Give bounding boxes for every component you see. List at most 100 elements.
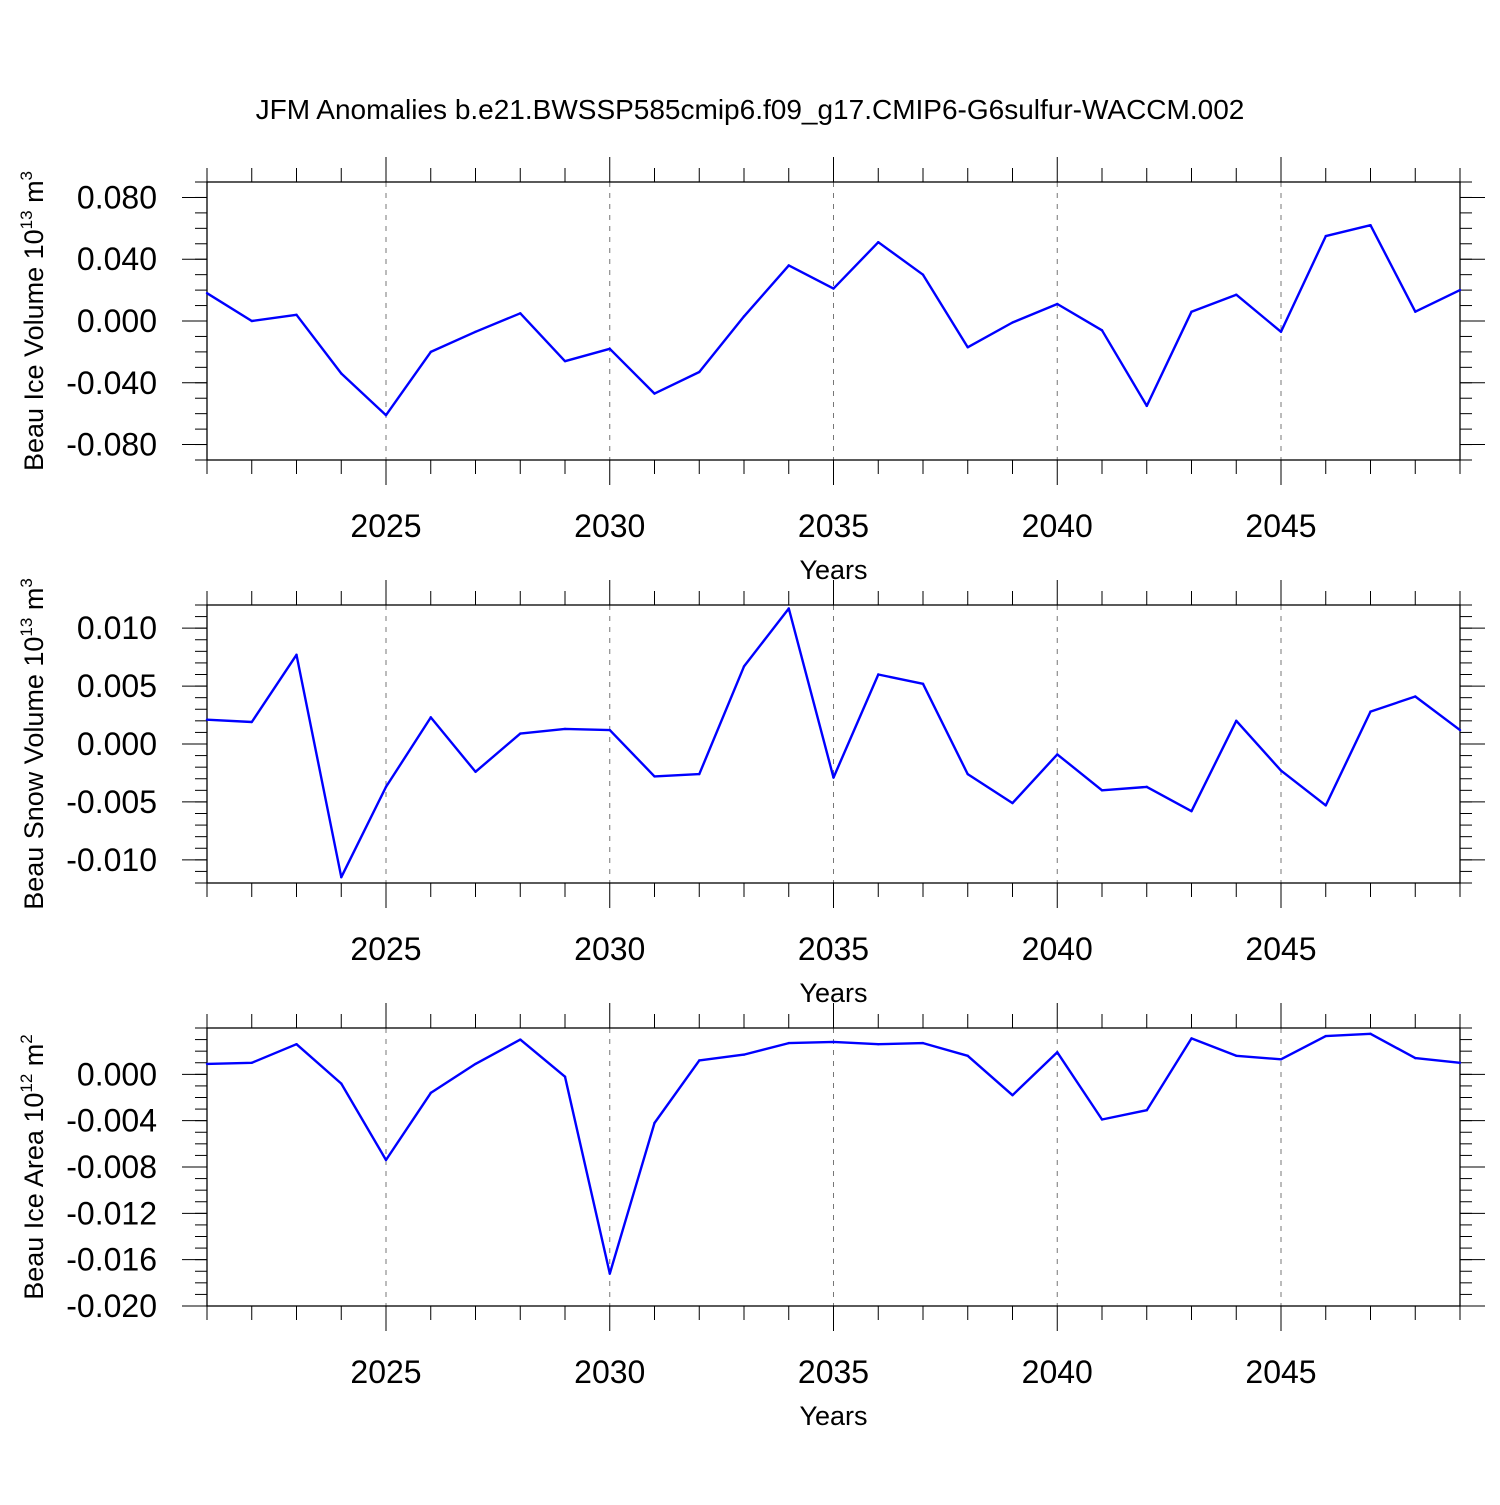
data-point: [563, 1075, 567, 1078]
x-tick-label: 2030: [574, 1354, 645, 1390]
y-tick-label: 0.000: [77, 1056, 157, 1092]
y-tick-label: -0.005: [66, 784, 157, 820]
data-point: [340, 876, 343, 879]
data-point: [1279, 1058, 1283, 1061]
data-point: [1011, 321, 1014, 324]
data-point: [384, 414, 388, 417]
data-point: [1235, 293, 1238, 296]
data-point: [1458, 728, 1462, 732]
data-point: [921, 682, 925, 685]
plot-frame: [206, 1027, 1461, 1307]
y-axis-title: Beau Snow Volume 1013 m3: [17, 578, 49, 910]
data-point: [429, 716, 432, 719]
data-point: [742, 315, 746, 318]
data-point: [1145, 1109, 1148, 1112]
x-tick-label: 2045: [1245, 508, 1316, 544]
data-point: [1324, 804, 1327, 807]
x-tick-label: 2040: [1022, 931, 1093, 967]
data-point: [966, 1054, 969, 1058]
x-tick-label: 2035: [798, 1354, 869, 1390]
chart-panel-3: -0.020 -0.016 -0.012 -0.008 -0.004 0.000 2025 2…: [17, 1003, 1485, 1431]
data-point: [384, 785, 388, 789]
data-point: [1369, 224, 1372, 227]
chart-panel-1: -0.080 -0.040 0.000 0.040 0.080 2025 2030 2035 2…: [17, 157, 1485, 585]
y-tick-label: -0.012: [66, 1195, 157, 1231]
data-point: [1190, 809, 1193, 813]
chart-panel-2: -0.010 -0.005 0.000 0.005 0.010 2025 2030 2035 2…: [17, 578, 1485, 1008]
data-point: [698, 772, 701, 776]
data-point: [608, 347, 611, 350]
data-point: [966, 772, 969, 776]
data-point: [787, 264, 790, 267]
data-point: [474, 330, 477, 334]
data-point: [295, 1043, 298, 1046]
x-tick-label: 2025: [350, 1354, 421, 1390]
x-tick-label: 2040: [1022, 1354, 1093, 1390]
data-point: [787, 607, 790, 610]
data-point: [474, 770, 477, 773]
data-point: [1369, 1032, 1372, 1035]
data-point: [1056, 753, 1059, 756]
series-line: [206, 223, 1461, 417]
data-point: [832, 287, 835, 290]
data-point: [608, 728, 611, 732]
data-point: [1369, 710, 1372, 713]
data-point: [1235, 1054, 1238, 1058]
y-tick-label: 0.080: [77, 179, 157, 215]
data-point: [519, 312, 522, 315]
data-point: [1145, 785, 1148, 789]
data-point: [653, 775, 656, 778]
plot-frame: [206, 181, 1461, 461]
data-point: [742, 665, 746, 668]
data-point: [295, 653, 298, 657]
data-point: [1414, 695, 1417, 698]
data-point: [1235, 719, 1238, 723]
data-point: [429, 350, 432, 354]
data-point: [1145, 404, 1148, 408]
data-point: [250, 720, 253, 724]
y-tick-label: -0.008: [66, 1149, 157, 1185]
data-point: [474, 1062, 477, 1066]
data-point: [1458, 288, 1462, 292]
chart-title: JFM Anomalies b.e21.BWSSP585cmip6.f09_g1…: [256, 94, 1245, 125]
data-point: [832, 776, 835, 779]
data-point: [698, 370, 701, 374]
y-tick-label: 0.010: [77, 610, 157, 646]
data-point: [877, 1043, 880, 1046]
data-point: [340, 1082, 343, 1085]
data-point: [1100, 329, 1104, 332]
data-point: [1011, 1093, 1014, 1097]
data-point: [1011, 801, 1014, 805]
y-tick-label: 0.040: [77, 241, 157, 277]
data-point: [1414, 310, 1417, 313]
x-tick-label: 2035: [798, 508, 869, 544]
data-point: [250, 319, 253, 323]
x-tick-label: 2035: [798, 931, 869, 967]
data-point: [250, 1061, 253, 1064]
data-point: [384, 1158, 388, 1162]
data-point: [653, 392, 656, 395]
y-tick-label: -0.040: [66, 365, 157, 401]
data-point: [295, 313, 298, 317]
x-tick-label: 2030: [574, 931, 645, 967]
y-axis-title: Beau Ice Area 1012 m2: [17, 1034, 49, 1300]
x-tick-label: 2025: [350, 931, 421, 967]
y-tick-label: -0.016: [66, 1242, 157, 1278]
y-tick-label: -0.020: [66, 1288, 157, 1324]
data-point: [608, 1272, 611, 1275]
x-axis-title: Years: [799, 1401, 867, 1431]
data-point: [1324, 1034, 1327, 1038]
data-point: [205, 718, 209, 721]
data-point: [742, 1053, 746, 1056]
x-tick-label: 2025: [350, 508, 421, 544]
data-point: [563, 359, 567, 363]
data-point: [787, 1041, 790, 1045]
x-tick-label: 2030: [574, 508, 645, 544]
data-point: [340, 372, 343, 375]
data-point: [1324, 234, 1327, 238]
data-point: [1190, 1037, 1193, 1040]
data-point: [921, 273, 925, 276]
data-point: [1190, 310, 1193, 313]
data-point: [519, 732, 522, 735]
data-point: [966, 346, 969, 349]
